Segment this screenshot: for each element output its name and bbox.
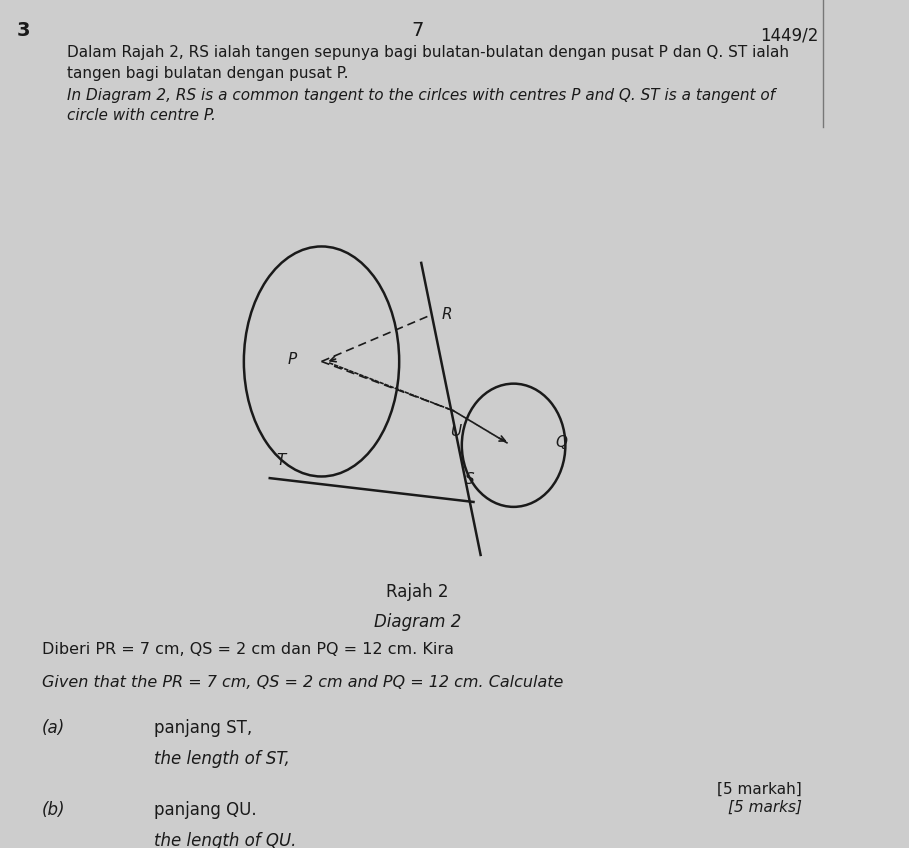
Text: (a): (a): [42, 719, 65, 737]
Text: Diberi PR = 7 cm, QS = 2 cm dan PQ = 12 cm. Kira: Diberi PR = 7 cm, QS = 2 cm dan PQ = 12 …: [42, 643, 454, 657]
Text: Dalam Rajah 2, RS ialah tangen sepunya bagi bulatan-bulatan dengan pusat P dan Q: Dalam Rajah 2, RS ialah tangen sepunya b…: [66, 45, 789, 60]
Text: 7: 7: [412, 20, 424, 40]
Text: Rajah 2: Rajah 2: [386, 583, 449, 601]
Text: P: P: [287, 352, 296, 366]
Text: S: S: [464, 472, 474, 487]
Text: [5 marks]: [5 marks]: [728, 800, 802, 815]
Text: 3: 3: [16, 20, 30, 40]
Text: the length of ST,: the length of ST,: [155, 750, 290, 768]
Text: [5 markah]: [5 markah]: [717, 782, 802, 797]
Text: panjang ST,: panjang ST,: [155, 719, 253, 737]
Text: tangen bagi bulatan dengan pusat P.: tangen bagi bulatan dengan pusat P.: [66, 66, 348, 81]
Text: circle with centre P.: circle with centre P.: [66, 109, 215, 124]
Text: (b): (b): [42, 801, 65, 819]
Text: the length of QU.: the length of QU.: [155, 832, 297, 848]
Text: T: T: [276, 454, 285, 468]
Text: Q: Q: [555, 435, 567, 450]
Text: panjang QU.: panjang QU.: [155, 801, 257, 819]
Text: U: U: [451, 424, 462, 439]
Text: 1449/2: 1449/2: [760, 26, 818, 44]
Text: In Diagram 2, RS is a common tangent to the cirlces with centres P and Q. ST is : In Diagram 2, RS is a common tangent to …: [66, 88, 775, 103]
Text: Diagram 2: Diagram 2: [374, 613, 461, 631]
Text: Given that the PR = 7 cm, QS = 2 cm and PQ = 12 cm. Calculate: Given that the PR = 7 cm, QS = 2 cm and …: [42, 675, 564, 690]
Text: R: R: [442, 307, 453, 322]
